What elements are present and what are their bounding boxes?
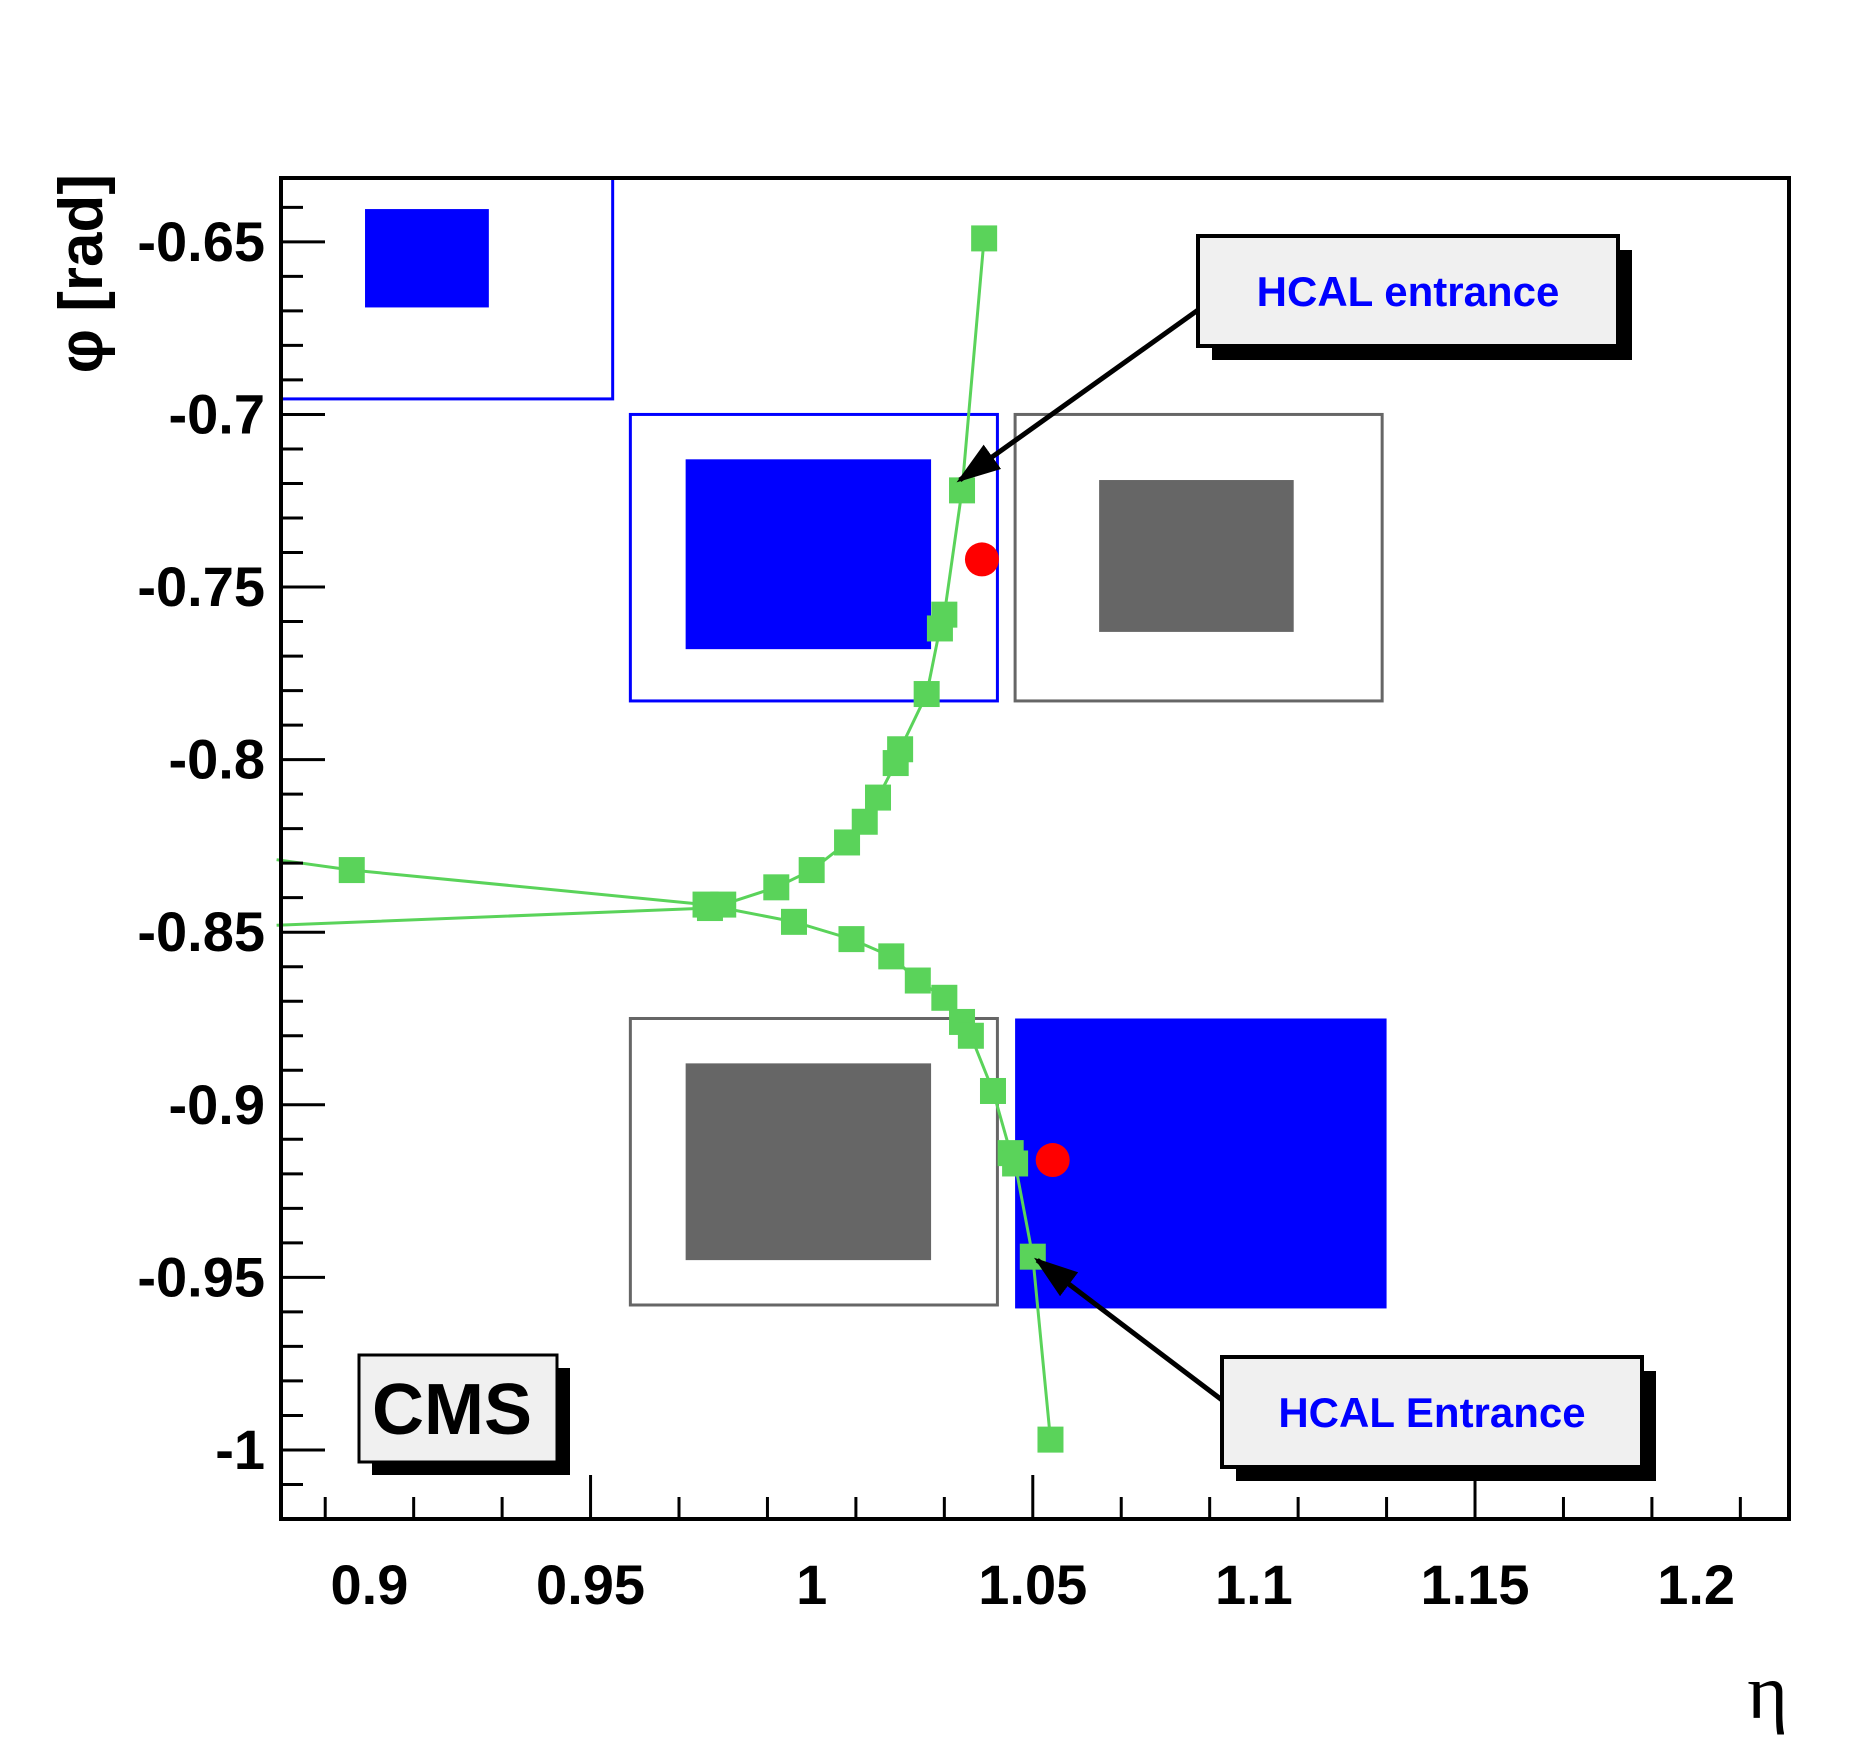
track-point-1-6 xyxy=(882,750,909,777)
x-tick-label: 1.1 xyxy=(1215,1553,1293,1616)
cell-fill-7 xyxy=(685,1063,932,1261)
cms-label-box: CMS xyxy=(357,1353,570,1475)
track-point-2-6 xyxy=(904,967,931,994)
track-point-1-10 xyxy=(798,857,825,884)
y-tick-label: -0.65 xyxy=(137,210,265,273)
track-point-2-14 xyxy=(1037,1426,1064,1453)
x-axis: 0.9 0.95 1 1.05 1.1 1.15 1.2 xyxy=(323,1475,1742,1616)
x-tick-label: 1.2 xyxy=(1657,1553,1735,1616)
track-point-2-7 xyxy=(931,984,958,1011)
cell-fill-8 xyxy=(1015,1018,1387,1309)
track-line-2 xyxy=(276,858,1052,1440)
x-tick-label: 1.15 xyxy=(1421,1553,1530,1616)
track-point-2-3 xyxy=(780,908,807,935)
plot-frame xyxy=(279,176,1791,1521)
red-point-1 xyxy=(1035,1143,1070,1178)
track-point-1-9 xyxy=(834,829,861,856)
annotation-arrow-0 xyxy=(956,307,1200,483)
y-tick-label: -0.7 xyxy=(169,382,266,445)
annotation-label-0: HCAL entrance xyxy=(1257,268,1560,315)
cell-fill-3 xyxy=(685,459,932,650)
track-point-2-2 xyxy=(692,891,719,918)
y-axis: -0.65 -0.7 -0.75 -0.8 -0.85 -0.9 -0.95 -1 xyxy=(137,205,325,1521)
track-point-2-4 xyxy=(838,926,865,953)
tracks-layer xyxy=(276,225,1064,1453)
track-point-2-1 xyxy=(338,857,365,884)
cell-fill-5 xyxy=(1099,480,1294,632)
annotations: HCAL entrance HCAL Entrance xyxy=(956,234,1656,1481)
x-tick-label: 0.9 xyxy=(331,1553,409,1616)
y-axis-title: φ [rad] xyxy=(47,174,116,373)
y-tick-label: -0.75 xyxy=(137,555,265,618)
track-point-1-11 xyxy=(763,874,790,901)
y-tick-label: -1 xyxy=(215,1418,265,1481)
track-point-2-10 xyxy=(979,1077,1006,1104)
x-axis-title: η xyxy=(1747,1648,1788,1735)
track-point-1-0 xyxy=(971,225,998,252)
annotation-arrow-1 xyxy=(1034,1257,1224,1402)
y-tick-label: -0.95 xyxy=(137,1245,265,1308)
track-point-2-12 xyxy=(1002,1150,1029,1177)
red-point-0 xyxy=(964,542,999,577)
y-tick-label: -0.9 xyxy=(169,1073,266,1136)
track-point-1-7 xyxy=(865,784,892,811)
track-point-2-9 xyxy=(957,1022,984,1049)
track-point-1-3 xyxy=(926,615,953,642)
cell-fill-1 xyxy=(365,209,489,308)
annotation-label-1: HCAL Entrance xyxy=(1278,1389,1585,1436)
cell-frame-6 xyxy=(628,1016,999,1307)
annotation-box-0 xyxy=(1196,234,1620,348)
annotation-box-1 xyxy=(1220,1355,1644,1469)
y-tick-label: -0.8 xyxy=(169,728,266,791)
y-tick-label: -0.85 xyxy=(137,900,265,963)
cms-label: CMS xyxy=(372,1370,532,1450)
track-point-1-4 xyxy=(913,681,940,708)
points-layer xyxy=(964,542,1070,1178)
x-tick-label: 1 xyxy=(796,1553,827,1616)
cell-frame-4 xyxy=(1013,412,1384,703)
x-tick-label: 0.95 xyxy=(536,1553,645,1616)
track-point-2-5 xyxy=(878,943,905,970)
x-tick-label: 1.05 xyxy=(978,1553,1087,1616)
